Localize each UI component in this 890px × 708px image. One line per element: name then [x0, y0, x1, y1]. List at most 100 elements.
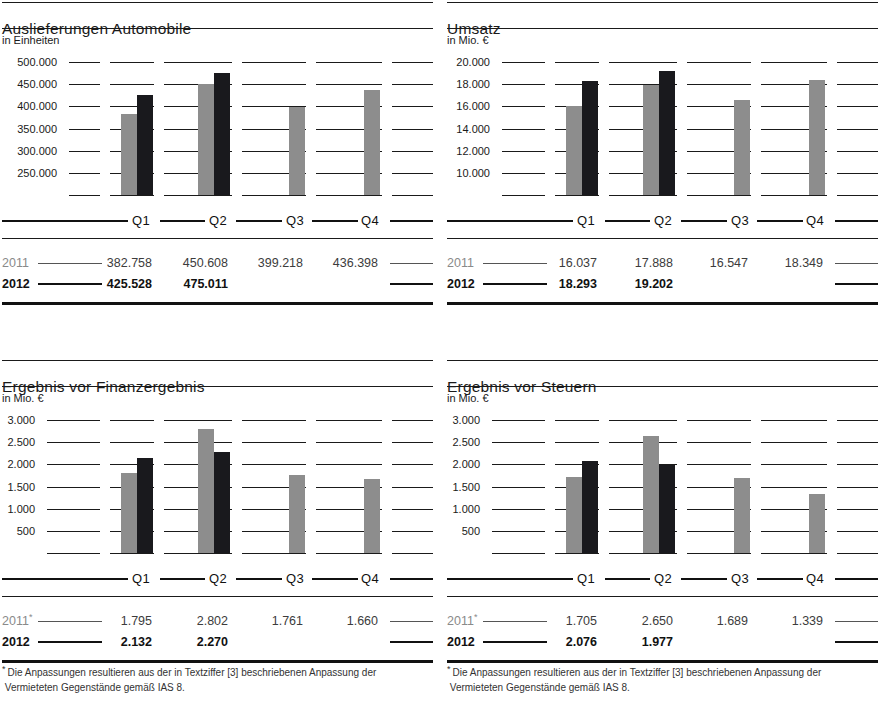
- gridline-segment: [69, 129, 100, 130]
- bar-2011-q4: [364, 90, 380, 195]
- table-right-line: [390, 641, 433, 643]
- y-tick-label: 2.000: [447, 458, 480, 470]
- gridline-segment: [316, 195, 382, 196]
- gridline-segment: [69, 62, 100, 63]
- gridline-segment: [761, 487, 827, 488]
- gridline-segment: [110, 195, 154, 196]
- gridline-segment: [502, 173, 545, 174]
- x-axis-segment: [447, 578, 573, 580]
- table-value-cell: 2.650: [589, 614, 673, 629]
- bar-2011-q3: [289, 107, 305, 195]
- y-tick-label: 500.000: [2, 56, 57, 68]
- x-axis-label-q1: Q1: [577, 214, 595, 228]
- gridline-segment: [69, 195, 100, 196]
- gridline-segment: [555, 62, 599, 63]
- gridline-segment: [316, 553, 382, 554]
- table-bottom-rule: [447, 302, 878, 305]
- table-value-cell: 1.761: [219, 614, 303, 629]
- table-year-label: 2011: [2, 256, 29, 271]
- table-value-cell: 2.802: [144, 614, 228, 629]
- gridline-segment: [242, 84, 306, 85]
- footnote-line: Die Anpassungen resultieren aus der in T…: [453, 667, 822, 678]
- table-value-cell: 2.076: [513, 635, 597, 650]
- table-value-cell: 16.037: [513, 256, 597, 271]
- gridline-segment: [110, 84, 154, 85]
- chart-plot-area: 3.0002.5002.0001.5001.000500Q1Q2Q3Q42011…: [2, 360, 433, 708]
- x-axis-segment: [312, 220, 358, 222]
- gridline-segment: [492, 531, 545, 532]
- table-value-cell: 2.270: [144, 635, 228, 650]
- table-year-label: 2012: [2, 277, 30, 292]
- table-top-rule: [2, 596, 433, 597]
- gridline-segment: [492, 442, 545, 443]
- bar-2012-q1: [582, 461, 598, 553]
- gridline-segment: [164, 62, 232, 63]
- gridline-segment: [502, 129, 545, 130]
- x-axis-segment: [835, 220, 878, 222]
- table-value-cell: 1.339: [739, 614, 823, 629]
- y-tick-label: 10.000: [447, 167, 490, 179]
- gridline-segment: [609, 195, 677, 196]
- footnote-line: Vermieteten Gegenstände gemäß IAS 8.: [2, 682, 185, 693]
- gridline-segment: [837, 553, 878, 554]
- table-value-cell: 19.202: [589, 277, 673, 292]
- bar-2012-q1: [137, 458, 153, 553]
- y-tick-label: 1.500: [447, 481, 480, 493]
- chart-plot-area: 500.000450.000400.000350.000300.000250.0…: [2, 2, 433, 350]
- bar-2011-q3: [734, 100, 750, 195]
- footnote-asterisk: *: [447, 664, 451, 674]
- gridline-segment: [392, 62, 433, 63]
- x-axis-segment: [160, 578, 205, 580]
- gridline-segment: [47, 464, 100, 465]
- x-axis-segment: [2, 220, 128, 222]
- gridline-segment: [609, 420, 677, 421]
- bar-2011-q2: [198, 429, 214, 553]
- gridline-segment: [316, 420, 382, 421]
- gridline-segment: [47, 442, 100, 443]
- bar-2011-q4: [809, 494, 825, 553]
- gridline-segment: [492, 464, 545, 465]
- gridline-segment: [164, 195, 232, 196]
- gridline-segment: [837, 464, 878, 465]
- x-axis-segment: [605, 578, 650, 580]
- gridline-segment: [392, 531, 433, 532]
- gridline-segment: [110, 62, 154, 63]
- x-axis-label-q4: Q4: [806, 572, 824, 586]
- gridline-segment: [392, 464, 433, 465]
- gridline-segment: [837, 173, 878, 174]
- table-bottom-rule: [447, 660, 878, 663]
- table-value-cell: 17.888: [589, 256, 673, 271]
- table-value-cell: 399.218: [219, 256, 303, 271]
- x-axis-segment: [160, 220, 205, 222]
- gridline-segment: [761, 195, 827, 196]
- gridline-segment: [609, 553, 677, 554]
- gridline-segment: [392, 129, 433, 130]
- bar-2011-q1: [566, 477, 582, 553]
- y-tick-label: 1.500: [2, 481, 35, 493]
- x-axis-segment: [681, 578, 727, 580]
- quarterly-report-charts: Auslieferungen Automobile in Einheiten 5…: [0, 0, 890, 708]
- gridline-segment: [502, 84, 545, 85]
- chart-umsatz: Umsatz in Mio. € 20.00018.00016.00014.00…: [447, 2, 878, 350]
- gridline-segment: [837, 195, 878, 196]
- gridline-segment: [164, 420, 232, 421]
- y-tick-label: 250.000: [2, 167, 57, 179]
- table-value-cell: 1.705: [513, 614, 597, 629]
- y-tick-label: 2.500: [447, 436, 480, 448]
- gridline-segment: [242, 464, 306, 465]
- gridline-segment: [316, 84, 382, 85]
- gridline-segment: [837, 84, 878, 85]
- gridline-segment: [392, 173, 433, 174]
- gridline-segment: [555, 195, 599, 196]
- bar-2011-q4: [364, 479, 380, 553]
- table-bottom-rule: [2, 302, 433, 305]
- table-value-cell: 436.398: [294, 256, 378, 271]
- table-bottom-rule: [2, 660, 433, 663]
- bar-2012-q2: [214, 452, 230, 553]
- gridline-segment: [837, 106, 878, 107]
- gridline-segment: [502, 106, 545, 107]
- x-axis-segment: [312, 578, 358, 580]
- x-axis-label-q1: Q1: [132, 572, 150, 586]
- gridline-segment: [687, 464, 751, 465]
- gridline-segment: [687, 84, 751, 85]
